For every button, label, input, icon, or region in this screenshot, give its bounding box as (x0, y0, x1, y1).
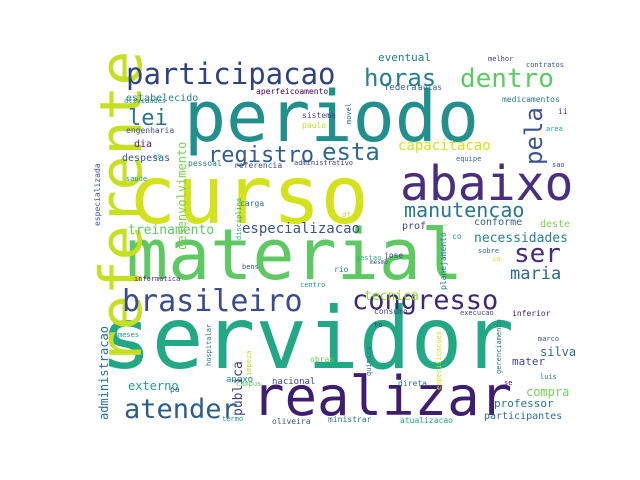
word-df: df (342, 211, 351, 219)
word-realizar: realizar (252, 365, 513, 428)
word-deste: deste (540, 219, 571, 230)
word-saude: saude (126, 175, 148, 183)
word-campus: campus (236, 380, 262, 388)
word-registro: registro (208, 143, 314, 168)
word-obras: obras (310, 355, 335, 364)
word-especificacoes: especificacoes (435, 330, 443, 390)
word-marco: marco (538, 335, 560, 343)
word-equipe: equipe (456, 155, 482, 163)
word-gestao: gestao (356, 254, 382, 262)
word-jose: jose (384, 251, 404, 260)
word-rio: rio (334, 265, 349, 274)
word-mater: mater (512, 355, 546, 368)
word-prof: prof (402, 221, 427, 232)
word-luis: luis (540, 373, 557, 381)
word-movel: movel (345, 102, 353, 124)
word-pessoal: pessoal (188, 159, 222, 168)
word-esta: esta (322, 138, 380, 166)
word-administrativo: administrativo (294, 159, 354, 167)
word-aulas: aulas (418, 83, 443, 92)
word-servidor: servidor (100, 289, 515, 389)
word-mesmo: mesmo (370, 259, 389, 266)
word-execucao: execucao (460, 309, 494, 317)
word-oliveira: oliveira (272, 417, 311, 426)
word-atividades: atividades (124, 97, 167, 105)
word-aperfeicoamento: aperfeicoamento (256, 87, 329, 96)
word-especializacao: especializacao (242, 221, 361, 237)
word-administracao: administracao (97, 326, 111, 420)
word-contratos: contratos (526, 61, 564, 69)
word-pela: pela (520, 107, 548, 165)
word-participantes: participantes (484, 411, 563, 422)
word-silva: silva (540, 345, 577, 359)
word-referencia: referencia (234, 161, 283, 170)
word-disciplina: disciplina (235, 197, 243, 240)
word-federal: federal (384, 83, 422, 93)
word-compra: compra (526, 385, 570, 399)
word-maria: maria (510, 264, 562, 284)
word-sobre: sobre (478, 247, 500, 255)
word-professor: professor (494, 397, 554, 410)
word-area: area (546, 125, 563, 133)
word-to: to (374, 321, 383, 329)
word-participacao: participacao (126, 57, 336, 91)
word-direta: direta (398, 379, 427, 388)
word-pa: pa (170, 385, 180, 394)
word-horas: horas (364, 64, 437, 92)
word-bens: bens (242, 263, 259, 271)
word-medicamentos: medicamentos (502, 95, 560, 104)
word-treinamento: treinamento (128, 223, 215, 238)
word-nacional: nacional (272, 377, 316, 387)
word-desenvolvimento: desenvolvimento (175, 141, 189, 250)
word-consumo: consumo (374, 307, 408, 316)
word-ser: ser (514, 239, 561, 269)
word-atualizacao: atualizacao (400, 416, 453, 425)
word-material: material (126, 214, 464, 296)
word-especializada: especializada (93, 163, 102, 226)
word-engenharia: engenharia (126, 126, 175, 135)
word-estabelecido: estabelecido (126, 93, 199, 104)
word-inferior: inferior (512, 309, 551, 318)
word-curso: curso (128, 149, 369, 242)
word-quimica: quimica (365, 346, 373, 376)
word-manutencao: manutencao (404, 198, 525, 222)
word-tecnica: tecnica (364, 289, 419, 304)
word-ministrar: ministrar (328, 415, 372, 424)
word-dentro: dentro (460, 64, 554, 94)
word-carga: carga (240, 199, 265, 208)
word-periodo: periodo (184, 76, 480, 158)
word-atender: atender (124, 394, 238, 425)
word-sao: sao (552, 161, 565, 169)
word-se: se (504, 379, 513, 387)
word-publica: publica (231, 361, 246, 416)
word-centro: centro (300, 281, 326, 289)
word-hospitalar: hospitalar (205, 323, 213, 366)
word-capacitacao: capacitacao (398, 138, 491, 154)
word-paulo: paulo (302, 121, 327, 130)
word-ii: ii (558, 107, 568, 116)
word-abaixo: abaixo (400, 156, 574, 212)
word-sistema: sistema (302, 111, 336, 120)
word-externo: externo (128, 379, 179, 393)
word-informatica: informatica (134, 275, 181, 283)
word-despesas: despesas (122, 153, 171, 164)
word-gerenciamento: gerenciamento (495, 319, 503, 374)
word-dia: dia (134, 139, 153, 150)
word-co: co (452, 232, 462, 241)
word-planejamento: planejamento (439, 232, 448, 290)
word-termo: termo (222, 415, 244, 423)
word-necessidades: necessidades (474, 231, 568, 246)
word-ia: ia (492, 255, 501, 263)
word-conforme: conforme (474, 217, 523, 228)
word-melhor: melhor (488, 55, 514, 63)
word-eventual: eventual (378, 51, 431, 64)
word-anexo: anexo (226, 375, 254, 385)
word-congresso: congresso (352, 285, 499, 316)
word-meses: meses (118, 331, 140, 339)
word-brasileiro: brasileiro (122, 284, 303, 319)
word-en: en (154, 153, 162, 160)
word-lei: lei (128, 106, 168, 131)
